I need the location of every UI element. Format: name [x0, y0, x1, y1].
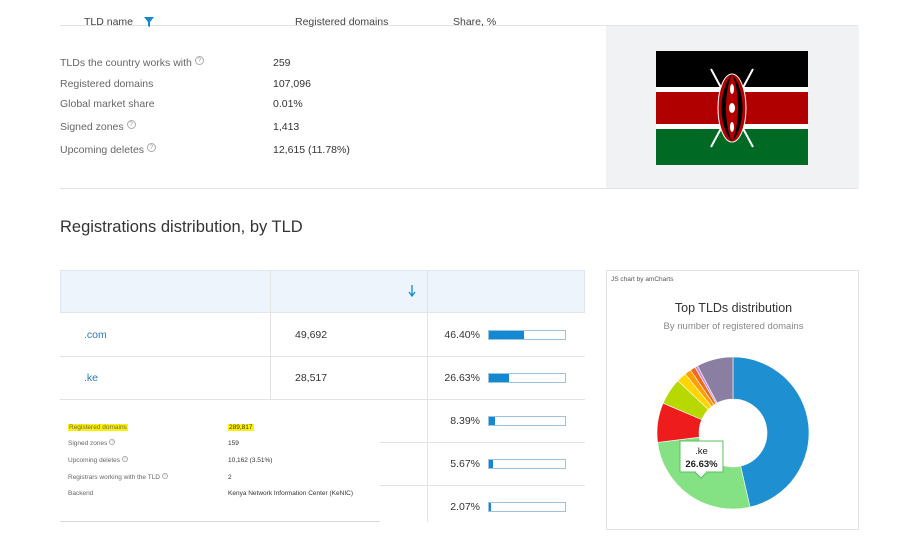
share-bar-fill	[489, 417, 496, 425]
help-icon[interactable]: ?	[122, 455, 129, 462]
help-icon[interactable]: ?	[162, 472, 168, 479]
stat-tlds-count: TLDs the country works with? 259	[60, 54, 291, 72]
stat-label: TLDs the country works with	[60, 57, 192, 69]
stat-value: 107,096	[273, 78, 311, 90]
popup-row-registered: Registered domains 289,817	[68, 422, 254, 433]
share-bar	[488, 373, 566, 383]
popup-label: Backend	[68, 490, 94, 497]
stat-value: 1,413	[273, 121, 300, 133]
share-value: 5.67%	[450, 458, 480, 470]
share-bar	[488, 416, 566, 426]
stat-upcoming-deletes: Upcoming deletes? 12,615 (11.78%)	[60, 141, 350, 159]
help-icon[interactable]: ?	[194, 55, 204, 65]
row-divider	[380, 485, 585, 486]
share-bar-fill	[489, 460, 494, 468]
section-divider	[60, 188, 858, 189]
row-divider	[380, 442, 585, 443]
column-header-registered[interactable]: Registered domains	[295, 0, 388, 43]
stat-value: 259	[273, 57, 291, 69]
stat-label: Global market share	[60, 98, 155, 110]
tld-link[interactable]: .ke	[84, 372, 99, 384]
popup-label: Registered domains	[68, 424, 128, 431]
tooltip-label: .ke	[695, 446, 708, 457]
registered-value: 49,692	[295, 329, 328, 341]
column-divider	[427, 270, 428, 522]
tld-distribution-chart: JS chart by amCharts Top TLDs distributi…	[606, 270, 859, 530]
row-divider	[60, 356, 585, 357]
section-title: Registrations distribution, by TLD	[60, 218, 303, 236]
tld-details-popup: Registered domains 289,817 Signed zones?…	[60, 400, 380, 522]
stat-signed-zones: Signed zones? 1,413	[60, 118, 299, 136]
chart-credit-link[interactable]: JS chart by amCharts	[611, 276, 674, 283]
column-divider	[270, 270, 271, 400]
popup-label: Signed zones	[68, 440, 108, 447]
stat-value: 12,615 (11.78%)	[273, 144, 350, 156]
share-bar-fill	[489, 331, 525, 339]
popup-divider	[60, 521, 380, 522]
donut-chart: .ke 26.63%	[656, 356, 810, 510]
stat-registered-domains: Registered domains 107,096	[60, 75, 311, 93]
popup-value: Kenya Network Information Center (KeNIC)	[228, 490, 353, 497]
table-header	[60, 270, 585, 313]
top-divider	[60, 25, 858, 26]
column-header-share[interactable]: Share, %	[453, 0, 496, 43]
filter-icon[interactable]	[143, 16, 155, 28]
column-header-label: TLD name	[84, 15, 134, 28]
popup-value: 2	[228, 474, 232, 481]
chart-tooltip: .ke 26.63%	[679, 440, 724, 479]
column-header-tld[interactable]: TLD name	[84, 0, 155, 43]
stat-value: 0.01%	[273, 98, 303, 110]
popup-row-backend: Backend Kenya Network Information Center…	[68, 488, 353, 499]
stat-label: Upcoming deletes	[60, 144, 145, 156]
popup-value: 159	[228, 440, 239, 447]
registered-value: 28,517	[295, 372, 328, 384]
share-bar	[488, 502, 566, 512]
stat-label: Registered domains	[60, 78, 154, 90]
popup-row-signed-zones: Signed zones? 159	[68, 438, 239, 449]
popup-row-registrars: Registrars working with the TLD? 2	[68, 472, 232, 483]
share-value: 2.07%	[450, 501, 480, 513]
sort-down-icon[interactable]	[408, 285, 416, 297]
pie-slice-com[interactable]	[732, 356, 810, 508]
popup-value: 289,817	[228, 424, 254, 431]
pie-slice-9[interactable]	[697, 356, 734, 404]
column-header-label: Share, %	[453, 15, 497, 28]
share-value: 46.40%	[444, 329, 480, 341]
share-bar	[488, 459, 566, 469]
tooltip-value: 26.63%	[685, 459, 718, 470]
share-bar	[488, 330, 566, 340]
share-bar-fill	[489, 374, 510, 382]
share-value: 26.63%	[444, 372, 480, 384]
popup-row-upcoming-deletes: Upcoming deletes? 10,162 (3.51%)	[68, 455, 272, 466]
stat-label: Signed zones	[60, 121, 124, 133]
kenya-flag-image	[656, 51, 808, 165]
popup-value: 10,162 (3.51%)	[228, 457, 273, 464]
popup-label: Registrars working with the TLD	[68, 474, 160, 481]
share-value: 8.39%	[450, 415, 480, 427]
chart-title: Top TLDs distribution	[674, 301, 793, 315]
popup-label: Upcoming deletes	[68, 457, 121, 464]
column-header-label: Registered domains	[295, 15, 389, 28]
help-icon[interactable]: ?	[126, 119, 136, 129]
row-divider	[60, 399, 585, 400]
tld-link[interactable]: .com	[84, 329, 107, 341]
help-icon[interactable]: ?	[109, 438, 116, 445]
chart-subtitle: By number of registered domains	[663, 321, 804, 332]
stat-market-share: Global market share 0.01%	[60, 95, 303, 113]
share-bar-fill	[489, 503, 491, 511]
help-icon[interactable]: ?	[147, 142, 157, 152]
